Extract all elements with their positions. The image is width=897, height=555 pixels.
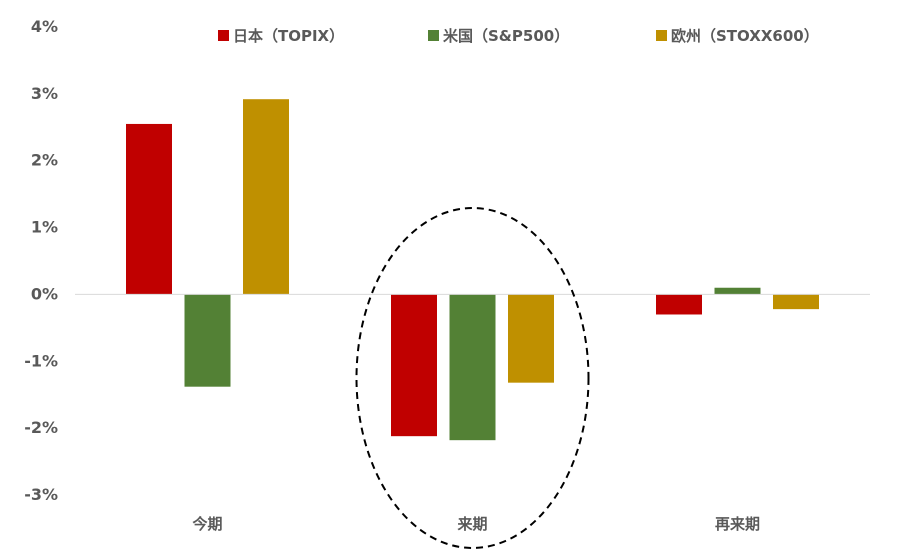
y-tick-label: -1%: [24, 351, 58, 370]
x-category-label: 再来期: [715, 515, 760, 533]
x-category-label: 今期: [191, 515, 222, 533]
legend-swatch: [656, 30, 667, 41]
legend: 日本（TOPIX） 米国（S&P500） 欧州（STOXX600）: [218, 27, 819, 45]
legend-label: 米国（S&P500）: [443, 27, 569, 45]
y-tick-label: 0%: [31, 284, 58, 303]
y-tick-label: -2%: [24, 418, 58, 437]
y-tick-label: -3%: [24, 485, 58, 504]
bar-今期-米国（S&P500）: [184, 294, 231, 387]
highlight-ellipse: [355, 207, 590, 549]
y-tick-label: 1%: [31, 218, 58, 237]
legend-swatch: [428, 30, 439, 41]
legend-swatch: [218, 30, 229, 41]
y-axis-ticks: 4% 3% 2% 1% 0% -1% -2% -3%: [24, 17, 58, 504]
bars-group: [126, 99, 819, 441]
y-tick-label: 3%: [31, 84, 58, 103]
bar-今期-日本（TOPIX）: [126, 123, 172, 295]
legend-label: 日本（TOPIX）: [233, 27, 344, 45]
bar-再来期-欧州（STOXX600）: [773, 294, 819, 310]
y-tick-label: 4%: [31, 17, 58, 36]
x-axis-category-labels: 今期 来期 再来期: [191, 515, 760, 533]
bar-来期-米国（S&P500）: [449, 294, 496, 441]
bar-再来期-日本（TOPIX）: [656, 294, 702, 315]
y-tick-label: 2%: [31, 151, 58, 170]
legend-label: 欧州（STOXX600）: [671, 27, 819, 45]
bar-来期-欧州（STOXX600）: [508, 294, 554, 383]
bar-今期-欧州（STOXX600）: [243, 99, 289, 295]
bar-来期-日本（TOPIX）: [391, 294, 437, 437]
x-category-label: 来期: [456, 515, 487, 533]
bar-再来期-米国（S&P500）: [714, 287, 761, 295]
